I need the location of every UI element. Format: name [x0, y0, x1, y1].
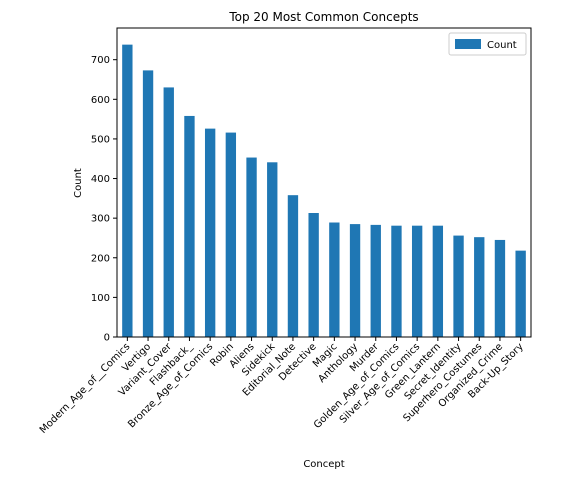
- bar-sidekick: [267, 162, 278, 337]
- bar-vertigo: [142, 70, 154, 337]
- y-tick-label: 0: [104, 333, 110, 344]
- y-axis: 0 100 200 300 400 500 600 700: [91, 55, 117, 344]
- bar-bronze-age-of-comics: [204, 128, 216, 337]
- plot-area: [122, 44, 526, 338]
- bar-magic: [329, 222, 340, 337]
- y-tick-label: 100: [91, 293, 110, 304]
- bar-modern-age-of-comics: [122, 44, 133, 338]
- y-tick-label: 600: [91, 95, 110, 106]
- bar-aliens: [246, 157, 257, 337]
- bar-superhero-costumes: [474, 237, 485, 337]
- plot-frame: [116, 27, 532, 338]
- chart-title: Top 20 Most Common Concepts: [228, 10, 418, 24]
- bar-secret-identity: [453, 235, 464, 337]
- y-axis-label: Count: [73, 168, 84, 198]
- bar-variant-cover: [163, 87, 174, 337]
- legend: Count: [448, 32, 527, 56]
- bar-organized-crime: [494, 239, 506, 337]
- y-tick-label: 200: [91, 253, 110, 264]
- bar-editorial-note: [287, 195, 299, 337]
- y-tick-label: 500: [91, 134, 110, 145]
- bar-robin: [225, 132, 237, 337]
- x-axis: Modern_Age_of__ComicsVertigoVariant_Cove…: [38, 337, 526, 436]
- bar-murder: [370, 224, 381, 337]
- bar-detective: [308, 213, 319, 337]
- legend-label: Count: [487, 40, 517, 51]
- y-tick-label: 400: [91, 174, 110, 185]
- bar-green-lantern: [432, 225, 444, 337]
- bar-flashback: [184, 115, 195, 337]
- y-tick-label: 300: [91, 214, 110, 225]
- bar-silver-age-of-comics: [411, 225, 423, 337]
- legend-frame: [448, 32, 527, 56]
- x-axis-label: Concept: [303, 459, 344, 470]
- bar-golden-age-of-comics: [391, 225, 402, 337]
- legend-swatch: [455, 39, 481, 49]
- bar-anthology: [349, 224, 361, 337]
- y-tick-label: 700: [91, 55, 110, 66]
- bar-back-up-story: [515, 250, 526, 337]
